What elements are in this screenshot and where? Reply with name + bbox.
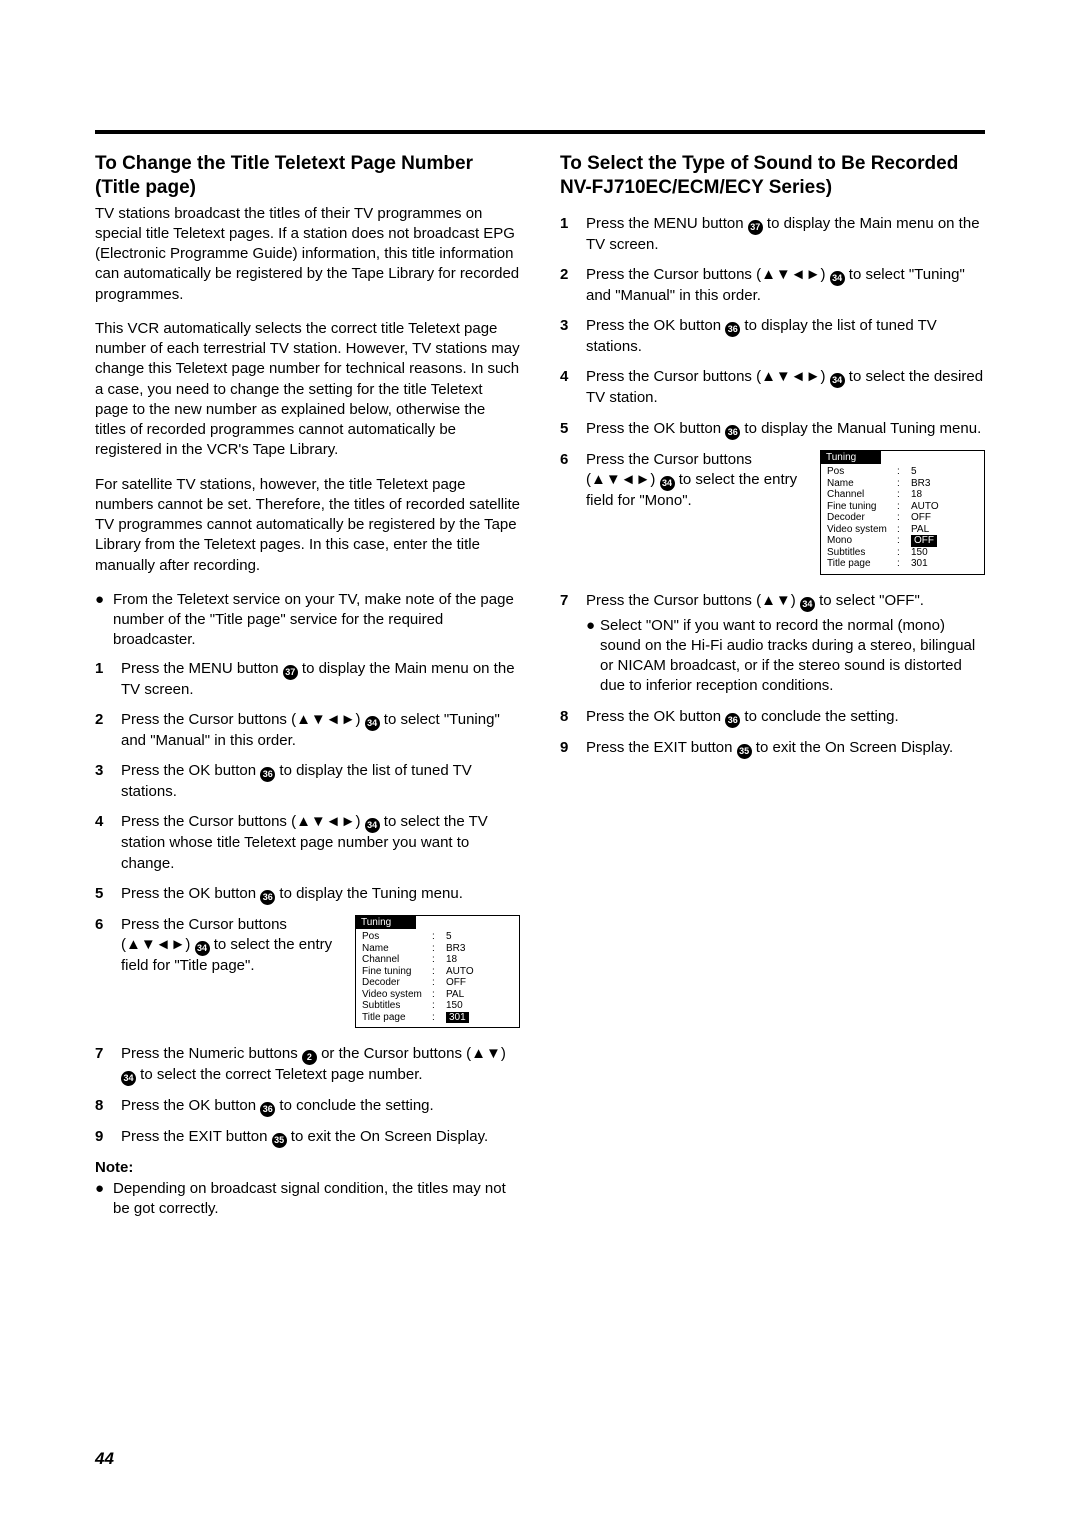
left-step-5: 5 Press the OK button 36 to display the … <box>95 884 520 905</box>
ref-cursor-icon: 34 <box>195 941 210 956</box>
ref-cursor-icon: 34 <box>800 597 815 612</box>
right-step-7-sub: ● Select "ON" if you want to record the … <box>586 616 985 697</box>
left-heading: To Change the Title Teletext Page Number… <box>95 152 520 200</box>
ref-ok-icon: 36 <box>260 767 275 782</box>
tuning-box-left: Tuning Pos:5Name:BR3Channel:18Fine tunin… <box>355 915 520 1029</box>
ref-numeric-icon: 2 <box>302 1050 317 1065</box>
right-step-3: 3 Press the OK button 36 to display the … <box>560 316 985 357</box>
left-para-2: This VCR automatically selects the corre… <box>95 319 520 461</box>
note-heading: Note: <box>95 1158 520 1178</box>
ref-ok-icon: 36 <box>260 890 275 905</box>
left-step-3: 3 Press the OK button 36 to display the … <box>95 761 520 802</box>
right-step-6: 6 Tuning Pos:5Name:BR3Channel:18Fine tun… <box>560 450 985 581</box>
right-step-5: 5 Press the OK button 36 to display the … <box>560 419 985 440</box>
left-column: To Change the Title Teletext Page Number… <box>95 152 520 1227</box>
right-step-8: 8 Press the OK button 36 to conclude the… <box>560 707 985 728</box>
ref-cursor-icon: 34 <box>365 716 380 731</box>
left-step-7: 7 Press the Numeric buttons 2 or the Cur… <box>95 1044 520 1086</box>
right-step-1: 1 Press the MENU button 37 to display th… <box>560 214 985 255</box>
ref-exit-icon: 35 <box>737 744 752 759</box>
bullet-dot: ● <box>95 590 113 651</box>
note-bullet: ● Depending on broadcast signal conditio… <box>95 1179 520 1220</box>
left-bullet-1: ● From the Teletext service on your TV, … <box>95 590 520 651</box>
right-step-2: 2 Press the Cursor buttons (▲▼◄►) 34 to … <box>560 265 985 306</box>
left-step-2: 2 Press the Cursor buttons (▲▼◄►) 34 to … <box>95 710 520 751</box>
ref-cursor-icon: 34 <box>660 476 675 491</box>
right-step-4: 4 Press the Cursor buttons (▲▼◄►) 34 to … <box>560 367 985 408</box>
left-step-4: 4 Press the Cursor buttons (▲▼◄►) 34 to … <box>95 812 520 874</box>
right-step-9: 9 Press the EXIT button 35 to exit the O… <box>560 738 985 759</box>
ref-cursor-icon: 34 <box>830 271 845 286</box>
tuning-box-body: Pos:5Name:BR3Channel:18Fine tuning:AUTOD… <box>821 464 984 574</box>
ref-ok-icon: 36 <box>725 322 740 337</box>
right-step-7: 7 Press the Cursor buttons (▲▼) 34 to se… <box>560 591 985 697</box>
ref-cursor-icon: 34 <box>365 818 380 833</box>
note-text: Depending on broadcast signal condition,… <box>113 1179 520 1220</box>
left-bullet-1-text: From the Teletext service on your TV, ma… <box>113 590 520 651</box>
left-step-8: 8 Press the OK button 36 to conclude the… <box>95 1096 520 1117</box>
left-step-1: 1 Press the MENU button 37 to display th… <box>95 659 520 700</box>
ref-exit-icon: 35 <box>272 1133 287 1148</box>
tuning-box-title: Tuning <box>356 916 416 930</box>
ref-menu-icon: 37 <box>748 220 763 235</box>
left-para-1: TV stations broadcast the titles of thei… <box>95 204 520 305</box>
horizontal-rule <box>95 130 985 134</box>
ref-ok-icon: 36 <box>725 425 740 440</box>
right-heading: To Select the Type of Sound to Be Record… <box>560 152 985 200</box>
left-step-6: 6 Tuning Pos:5Name:BR3Channel:18Fine tun… <box>95 915 520 1035</box>
two-column-layout: To Change the Title Teletext Page Number… <box>95 152 985 1227</box>
left-step-9: 9 Press the EXIT button 35 to exit the O… <box>95 1127 520 1148</box>
left-para-3: For satellite TV stations, however, the … <box>95 475 520 576</box>
right-column: To Select the Type of Sound to Be Record… <box>560 152 985 1227</box>
ref-cursor-icon: 34 <box>121 1071 136 1086</box>
ref-menu-icon: 37 <box>283 665 298 680</box>
ref-ok-icon: 36 <box>260 1102 275 1117</box>
page-number: 44 <box>95 1448 114 1471</box>
tuning-box-title: Tuning <box>821 451 881 465</box>
ref-ok-icon: 36 <box>725 713 740 728</box>
tuning-box-right: Tuning Pos:5Name:BR3Channel:18Fine tunin… <box>820 450 985 575</box>
ref-cursor-icon: 34 <box>830 373 845 388</box>
tuning-box-body: Pos:5Name:BR3Channel:18Fine tuning:AUTOD… <box>356 929 519 1027</box>
